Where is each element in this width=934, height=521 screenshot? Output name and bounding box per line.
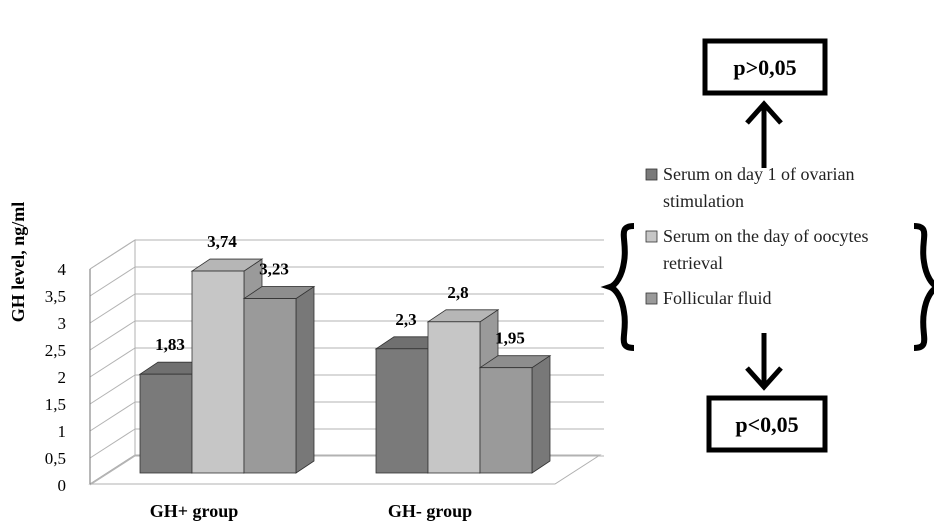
y-axis-ticks: 0 0,5 1 1,5 2 2,5 3 3,5 4	[45, 260, 91, 495]
bar-side	[531, 354, 551, 474]
gridline-diagonal	[89, 347, 136, 378]
legend-label: retrieval	[663, 253, 723, 273]
legend-label: Serum on the day of oocytes	[663, 226, 868, 246]
legend-swatch	[645, 168, 658, 181]
gridline-diagonal	[89, 266, 136, 297]
data-label: 3,23	[259, 260, 289, 279]
data-label: 1,95	[495, 329, 525, 348]
upper-p-text: p>0,05	[733, 55, 796, 80]
x-category-label: GH+ group	[150, 501, 238, 521]
left-brace-icon	[600, 223, 635, 351]
bar-front	[479, 367, 533, 474]
lower-p-box-frame	[706, 395, 828, 453]
right-brace-icon	[913, 223, 934, 351]
upper-p-box: p>0,05	[702, 38, 828, 96]
data-label: 1,83	[155, 335, 185, 354]
data-label: 2,3	[395, 310, 416, 329]
y-axis-title: GH level, ng/ml	[8, 202, 28, 323]
data-label: 3,74	[207, 232, 237, 251]
y-tick-label: 2	[58, 368, 67, 387]
gridline-diagonal	[89, 401, 136, 432]
legend-label: Serum on day 1 of ovarian	[663, 164, 854, 184]
bar-front	[139, 373, 193, 474]
legend-swatch	[645, 230, 658, 243]
gridline-diagonal	[89, 293, 136, 324]
up-arrow-icon	[745, 100, 783, 168]
y-tick-label: 1,5	[45, 395, 66, 414]
y-tick-label: 3,5	[45, 287, 66, 306]
y-tick-label: 3	[58, 314, 67, 333]
bar-front	[191, 270, 245, 474]
bar-side	[295, 285, 315, 474]
bars	[138, 258, 552, 474]
y-tick-label: 0	[58, 476, 67, 495]
legend-label: Follicular fluid	[663, 288, 771, 308]
gridline-diagonal	[89, 374, 136, 405]
upper-p-box-frame	[702, 38, 828, 96]
lower-p-text: p<0,05	[735, 412, 798, 437]
x-category-label: GH- group	[388, 501, 472, 521]
y-tick-label: 4	[58, 260, 67, 279]
down-arrow-icon	[745, 333, 783, 391]
bar	[242, 285, 316, 474]
legend-swatch	[645, 292, 658, 305]
gridline-diagonal	[89, 320, 136, 351]
legend-label: stimulation	[663, 191, 744, 211]
gridline-diagonal	[89, 428, 136, 459]
y-tick-label: 1	[58, 422, 67, 441]
data-labels: 1,83 3,74 3,23 2,3 2,8 1,95	[155, 232, 525, 354]
gridline-diagonal	[89, 455, 136, 486]
bar-front	[243, 298, 297, 474]
x-axis-categories: GH+ group GH- group	[150, 501, 472, 521]
bar-front	[427, 321, 481, 474]
lower-p-box: p<0,05	[706, 395, 828, 453]
data-label: 2,8	[447, 283, 468, 302]
gridline-diagonal	[89, 239, 136, 270]
legend: Serum on day 1 of ovarian stimulation Seru…	[645, 164, 868, 308]
y-tick-label: 0,5	[45, 449, 66, 468]
bar-front	[375, 348, 429, 474]
bar	[478, 354, 552, 474]
y-tick-label: 2,5	[45, 341, 66, 360]
